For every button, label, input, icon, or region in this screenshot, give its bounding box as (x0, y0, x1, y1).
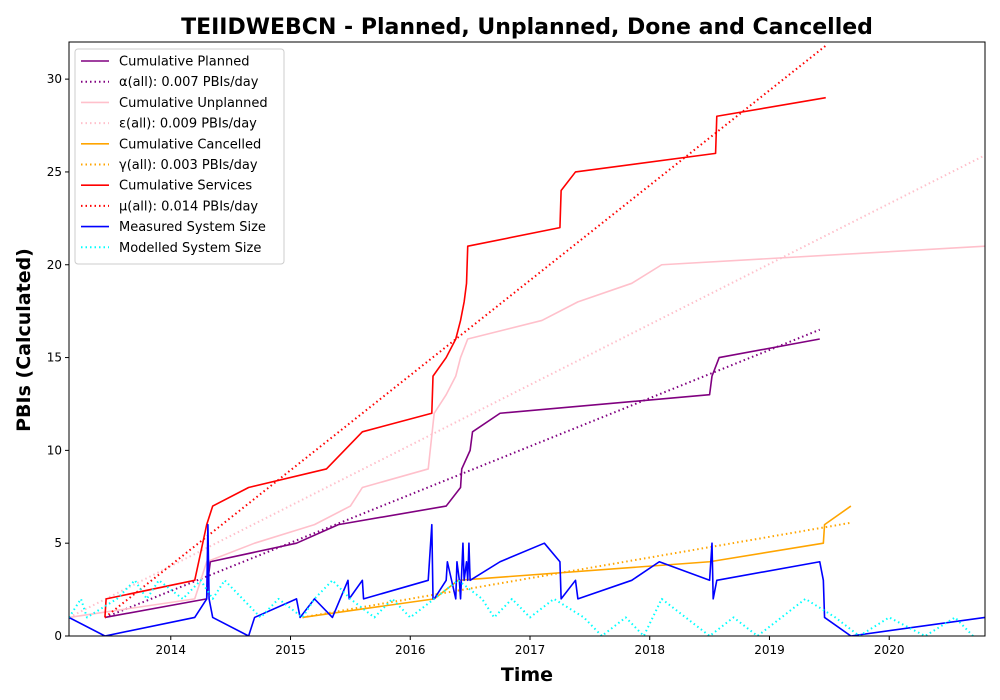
legend-label-6: Cumulative Services (119, 179, 252, 194)
legend-label-1: α(all): 0.007 PBIs/day (119, 75, 259, 90)
legend: Cumulative Planned α(all): 0.007 PBIs/day… (74, 48, 285, 265)
legend-label-7: μ(all): 0.014 PBIs/day (119, 199, 258, 214)
series-line-2 (69, 245, 985, 619)
y-tick-label: 15 (47, 351, 62, 365)
y-tick-label: 0 (54, 629, 62, 643)
series-line-8 (69, 523, 985, 636)
series-line-6 (104, 96, 826, 618)
plot-frame (68, 41, 986, 637)
y-tick-label: 10 (47, 443, 62, 457)
legend-label-8: Measured System Size (119, 220, 266, 235)
y-axis-label: PBIs (Calculated) (13, 248, 35, 432)
legend-label-9: Modelled System Size (119, 241, 261, 256)
x-tick-label: 2014 (156, 643, 187, 657)
legend-label-5: γ(all): 0.003 PBIs/day (119, 158, 258, 173)
y-tick-label: 30 (47, 72, 62, 86)
x-tick-label: 2019 (754, 643, 785, 657)
plot-area (69, 44, 985, 636)
legend-label-4: Cumulative Cancelled (119, 137, 261, 152)
legend-label-2: Cumulative Unplanned (119, 96, 268, 111)
legend-label-0: Cumulative Planned (119, 55, 249, 70)
x-tick-label: 2015 (275, 643, 306, 657)
legend-box (74, 48, 285, 265)
y-tick-label: 20 (47, 258, 62, 272)
y-tick-label: 25 (47, 165, 62, 179)
x-tick-label: 2020 (874, 643, 905, 657)
series-line-9 (69, 579, 974, 636)
series-line-7 (104, 44, 827, 619)
x-tick-label: 2018 (634, 643, 665, 657)
x-tick-label: 2016 (395, 643, 426, 657)
chart-title: TEIIDWEBCN - Planned, Unplanned, Done an… (181, 15, 873, 40)
x-tick-label: 2017 (515, 643, 546, 657)
series-line-5 (302, 521, 852, 619)
y-tick-label: 5 (54, 536, 62, 550)
x-axis-label: Time (501, 664, 553, 686)
axis-ticks: 2014 2015 2016 2017 2018 2019 2020 0 5 10 15 20 25 30 (47, 72, 905, 657)
legend-label-3: ε(all): 0.009 PBIs/day (119, 117, 257, 132)
series-line-3 (69, 154, 985, 619)
